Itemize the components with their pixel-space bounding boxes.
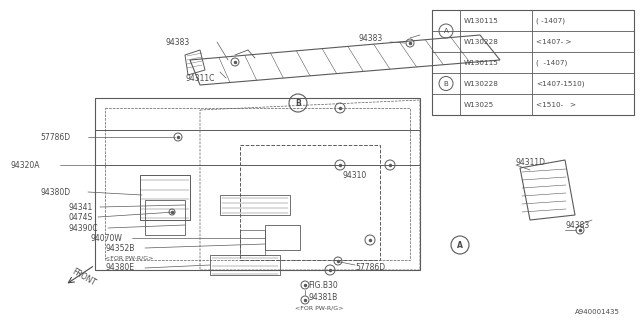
Text: W130115: W130115 <box>464 18 499 23</box>
Text: 94390C: 94390C <box>68 223 98 233</box>
Text: B: B <box>444 81 449 86</box>
Text: (  -1407): ( -1407) <box>536 59 567 66</box>
Text: 94311D: 94311D <box>516 157 546 166</box>
Text: A940001435: A940001435 <box>575 309 620 315</box>
Text: ( -1407): ( -1407) <box>536 17 565 24</box>
Text: <1407- >: <1407- > <box>536 38 572 44</box>
Text: FRONT: FRONT <box>70 267 97 288</box>
Text: W130228: W130228 <box>464 81 499 86</box>
Text: W130228: W130228 <box>464 38 499 44</box>
Text: W13025: W13025 <box>464 101 494 108</box>
Text: 94320A: 94320A <box>10 161 40 170</box>
Text: 94310: 94310 <box>342 171 366 180</box>
Text: 94380E: 94380E <box>105 263 134 273</box>
Text: 94381B: 94381B <box>308 293 337 302</box>
Text: 94311C: 94311C <box>185 74 214 83</box>
Text: B: B <box>295 99 301 108</box>
Text: 57786D: 57786D <box>355 263 385 273</box>
Text: 94070W: 94070W <box>90 234 122 243</box>
Text: 94383: 94383 <box>165 37 189 46</box>
Text: FIG.B30: FIG.B30 <box>308 281 338 290</box>
Text: <FOR PW-R/G>: <FOR PW-R/G> <box>105 255 154 260</box>
Text: 0474S: 0474S <box>68 212 92 221</box>
Text: 94383: 94383 <box>565 220 589 229</box>
Text: 94380D: 94380D <box>40 188 70 196</box>
Text: 94383: 94383 <box>358 34 382 43</box>
Text: <1407-1510): <1407-1510) <box>536 80 584 87</box>
Text: 94341: 94341 <box>68 203 92 212</box>
Text: <FOR PW-R/G>: <FOR PW-R/G> <box>295 306 344 310</box>
Text: 94352B: 94352B <box>105 244 134 252</box>
Text: W130115: W130115 <box>464 60 499 66</box>
Text: 57786D: 57786D <box>40 132 70 141</box>
Text: A: A <box>444 28 449 34</box>
Text: <1510-   >: <1510- > <box>536 101 576 108</box>
Text: A: A <box>457 241 463 250</box>
